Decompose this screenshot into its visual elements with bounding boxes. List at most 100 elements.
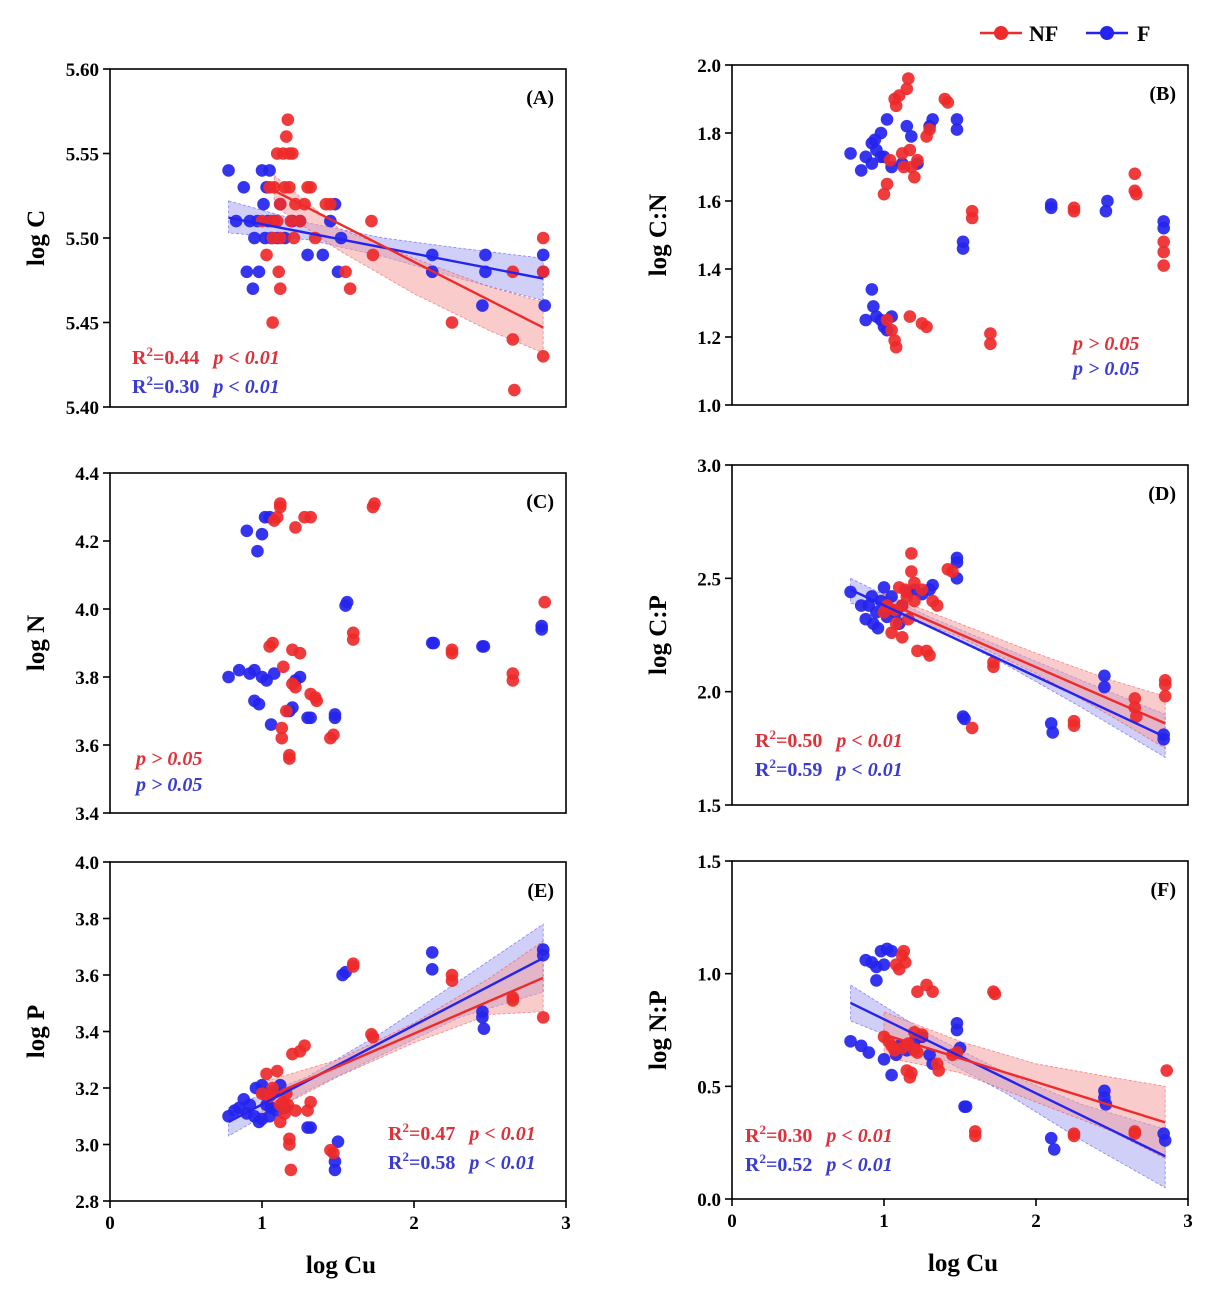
data-point-nf [280, 130, 293, 143]
data-point-nf [905, 547, 918, 560]
data-point-f [905, 130, 918, 143]
data-point-nf [445, 974, 459, 987]
data-point-nf [897, 944, 911, 958]
data-point-nf [273, 497, 287, 510]
data-point-f [950, 1023, 964, 1037]
p-value: p < 0.01 [824, 1125, 892, 1147]
data-point-nf [368, 497, 381, 510]
data-point-f [301, 248, 314, 262]
y-axis-label: log C:P [645, 595, 672, 675]
data-point-nf [283, 181, 296, 194]
data-point-f [316, 248, 330, 262]
data-point-f [950, 551, 964, 565]
panel-1: 1.0 1.2 1.4 1.6 1.8 2.0 log C:N (B) p > 0.05 p > … [645, 56, 1189, 417]
data-point-nf [1130, 187, 1143, 201]
y-tick-label: 1.4 [697, 260, 721, 281]
y-tick-label: 3.0 [75, 1136, 99, 1157]
data-point-f [425, 963, 439, 976]
data-point-f [252, 697, 266, 711]
data-point-nf [900, 82, 914, 96]
stat-annotation-nf: R2=0.44 p < 0.01 [132, 344, 280, 369]
data-point-f [950, 113, 964, 126]
data-point-f [476, 299, 489, 312]
data-point-nf [1067, 1129, 1081, 1143]
data-point-f [859, 313, 873, 327]
data-point-nf [880, 177, 894, 191]
stat-annotation-f: R2=0.30 p < 0.01 [132, 373, 280, 398]
y-tick-label: 1.6 [697, 192, 721, 213]
y-tick-label: 1.0 [697, 396, 721, 417]
data-point-f [425, 946, 439, 959]
data-point-f [328, 1163, 342, 1177]
data-point-nf [923, 123, 936, 136]
stat-annotation-f: R2=0.52 p < 0.01 [745, 1151, 893, 1176]
data-point-nf [1067, 719, 1081, 732]
y-tick-label: 0.0 [697, 1190, 721, 1211]
r2-value: 0.30 [777, 1125, 812, 1147]
data-point-nf [880, 313, 894, 327]
fit-line-nf [261, 976, 544, 1101]
x-axis-label: log Cu [928, 1250, 998, 1277]
data-point-f [425, 248, 439, 262]
data-point-nf [304, 510, 317, 524]
p-value: p > 0.05 [1071, 358, 1139, 380]
x-tick-label: 3 [1183, 1211, 1193, 1232]
data-point-nf [877, 187, 891, 201]
data-point-f [538, 299, 552, 312]
data-point-nf [903, 310, 917, 323]
p-value: p < 0.01 [211, 376, 279, 398]
panel-label: (A) [526, 87, 554, 109]
data-point-nf [293, 646, 307, 660]
data-point-nf [895, 630, 909, 644]
data-point-f [477, 640, 491, 653]
r2-value: 0.30 [164, 376, 199, 398]
data-point-f [1044, 198, 1058, 211]
y-tick-label: 5.40 [66, 398, 99, 419]
data-point-nf [298, 1039, 311, 1052]
y-axis-label: log C [23, 210, 50, 266]
plot-frame [731, 860, 1189, 1200]
x-axis-label: log Cu [306, 1252, 376, 1279]
data-point-f [427, 636, 441, 650]
data-point-nf [346, 633, 360, 646]
y-tick-label: 1.2 [697, 328, 721, 349]
y-tick-label: 2.0 [697, 683, 721, 704]
data-point-nf [885, 323, 898, 337]
data-point-nf [327, 1146, 340, 1160]
data-point-nf [908, 170, 921, 184]
data-point-nf [339, 265, 352, 279]
data-point-nf [902, 72, 915, 85]
stat-annotation-nf: p > 0.05 [1071, 333, 1139, 355]
data-point-nf [1160, 1064, 1174, 1077]
data-point-f [865, 157, 879, 170]
data-point-nf [903, 143, 917, 157]
data-point-f [252, 265, 266, 279]
data-point-f [900, 119, 914, 133]
data-point-f [263, 164, 276, 177]
data-point-nf [536, 1011, 550, 1024]
data-point-nf [911, 985, 924, 998]
panel-2: 3.4 3.6 3.8 4.0 4.2 4.4 log N (C) p > 0.05 p > 0.… [23, 464, 567, 825]
stat-annotation-f: R2=0.58 p < 0.01 [388, 1149, 536, 1174]
data-point-f [950, 123, 964, 136]
x-tick-label: 2 [1031, 1211, 1041, 1232]
data-point-f [232, 663, 246, 677]
data-point-nf [932, 1064, 946, 1077]
y-tick-label: 4.4 [75, 464, 99, 485]
legend-f-label: F [1137, 21, 1150, 46]
data-point-f [340, 595, 354, 609]
data-point-nf [946, 565, 959, 578]
r2-value: 0.44 [164, 347, 199, 369]
fit-line-nf [883, 1033, 1166, 1124]
data-point-f [328, 711, 342, 725]
data-point-f [304, 1121, 317, 1134]
data-point-f [1098, 680, 1111, 694]
data-point-nf [926, 985, 939, 998]
y-tick-label: 1.0 [697, 965, 721, 986]
data-point-nf [273, 197, 287, 211]
data-point-nf [266, 636, 279, 650]
plot-frame [109, 472, 567, 814]
fit-line-nf [883, 599, 1166, 725]
data-point-nf [915, 1028, 929, 1041]
